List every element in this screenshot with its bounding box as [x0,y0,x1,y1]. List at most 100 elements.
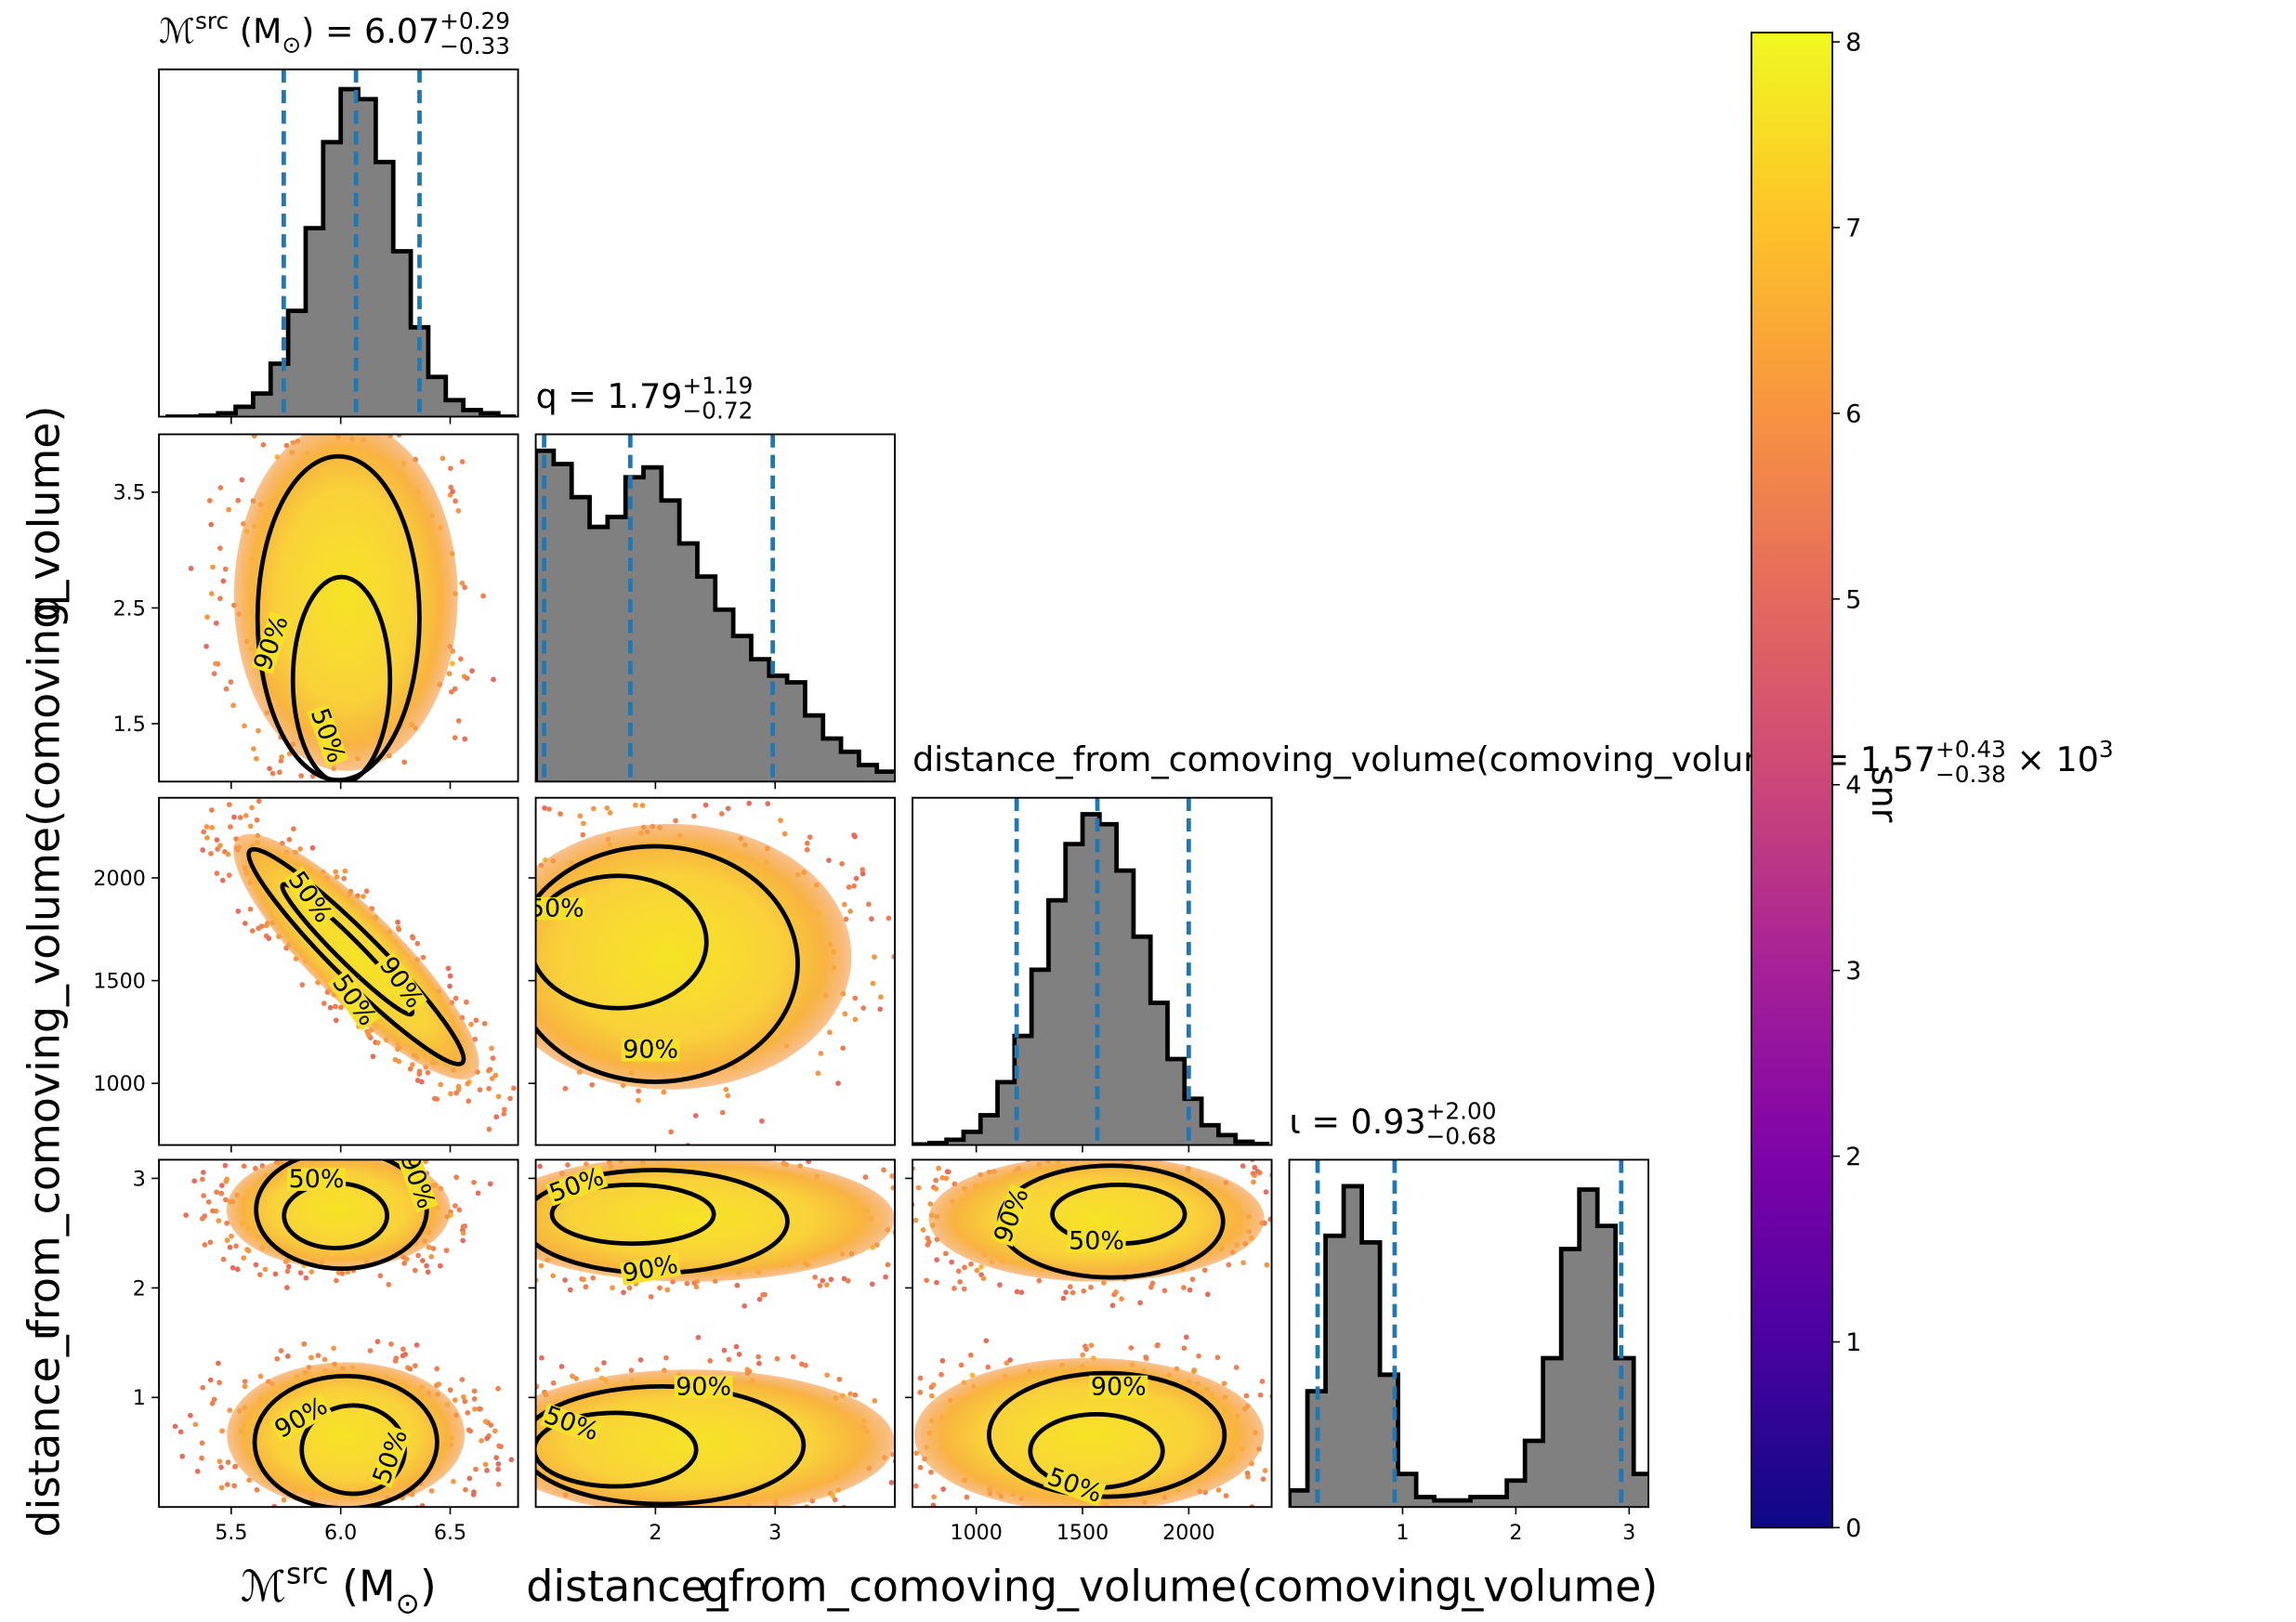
scatter-dot [473,1262,479,1268]
scatter-dot [974,1267,980,1274]
contour [252,1373,440,1508]
scatter-dot [1199,1511,1204,1516]
scatter-dot [490,1013,495,1018]
scatter-dot [284,425,290,431]
scatter-dot [1244,1470,1251,1476]
scatter-dot [226,872,232,879]
hist-bar [1150,1002,1168,1145]
scatter-dot [845,1277,851,1284]
scatter-dot [755,1354,762,1360]
scatter-dot [497,1178,503,1184]
scatter-dot [817,1283,823,1288]
scatter-dot [204,614,210,621]
hist-bar [643,467,663,782]
scatter-dot [200,1176,205,1183]
scatter-dot [1267,1216,1272,1223]
scatter-dot [291,826,296,832]
scatter-dot [637,1357,644,1363]
hist-bar [1344,1185,1363,1508]
scatter-dot [377,1139,383,1145]
panel-title: distance_from_comoving_volume(comoving_v… [912,736,2114,788]
x-tick-label: 3 [1622,1521,1635,1545]
text-part: −0.33 [440,33,510,59]
scatter-dot [223,1197,229,1203]
scatter-dot [242,723,247,729]
scatter-dot [873,1404,879,1409]
x-tick-label: 1 [1396,1521,1409,1545]
scatter-dot [216,1360,221,1367]
scatter-dot [898,888,903,894]
hist-bar [411,327,429,417]
scatter-dot [425,1151,430,1157]
scatter-dot [211,671,217,677]
scatter-dot [656,1511,662,1517]
scatter-dot [897,1393,902,1398]
scatter-dot [719,1109,726,1116]
scatter-dot [466,1184,471,1189]
scatter-dot [482,1419,489,1425]
scatter-dot [224,1237,230,1243]
scatter-dot [648,1293,654,1300]
scatter-dot [1063,1289,1069,1295]
hist-bar [1082,814,1100,1145]
scatter-dot [721,1347,728,1354]
scatter-dot [1088,1284,1094,1290]
scatter-dot [402,1352,409,1357]
scatter-dot [550,1273,557,1279]
scatter-dot [199,1215,205,1222]
scatter-dot [411,419,416,425]
scatter-dot [741,1302,748,1309]
scatter-dot [477,1458,482,1464]
scatter-dot [546,806,552,812]
hist-bar [1325,1236,1345,1508]
scatter-dot [744,1367,751,1373]
scatter-dot [949,1259,955,1265]
scatter-dot [1191,1368,1197,1374]
scatter-dot [1060,1295,1067,1302]
scatter-dot [639,803,646,808]
histogram [1289,1159,1649,1508]
scatter-dot [425,1069,431,1076]
scatter-dot [1214,1354,1221,1361]
scatter-dot [489,1076,495,1081]
scatter-dot [955,1268,962,1275]
scatter-dot [1302,1187,1307,1193]
scatter-dot [217,595,223,602]
hist-bar [322,142,342,417]
scatter-dot [396,926,402,933]
hist-bar [1416,1497,1436,1508]
hist-bar [445,399,465,417]
label-bg [540,1403,603,1445]
density-core [535,1369,895,1508]
scatter-dot [477,1406,482,1412]
scatter-dot [852,995,859,1001]
panel-frame [534,796,897,1146]
scatter-dot [192,1421,199,1428]
scatter-dot [506,838,512,844]
scatter-dot [1280,1171,1286,1176]
y-tick-label: 1.5 [113,713,146,737]
density-panel: 90%50% [188,419,496,790]
scatter-dot [223,1178,230,1184]
scatter-dot [201,829,207,835]
scatter-dot [445,965,452,972]
text-part: −0.38 [1935,761,2006,788]
scatter-dot [1010,1526,1016,1532]
text-part: ) = 6.07 [301,11,440,51]
text-part: q [702,1562,728,1612]
scatter-dot [465,1372,470,1378]
scatter-dot [492,1498,497,1503]
scatter-dot [1155,1341,1161,1348]
scatter-dot [217,485,224,491]
scatter-dot [455,508,462,514]
scatter-dot [916,1210,922,1216]
scatter-dot [479,1493,485,1498]
scatter-dot [333,869,339,875]
scatter-dot [362,1139,368,1145]
scatter-dot [306,784,311,790]
scatter-dot [308,1354,314,1361]
scatter-dot [1014,1288,1020,1295]
scatter-dot [463,1482,468,1487]
scatter-dot [434,1366,440,1372]
scatter-dot [491,854,496,859]
